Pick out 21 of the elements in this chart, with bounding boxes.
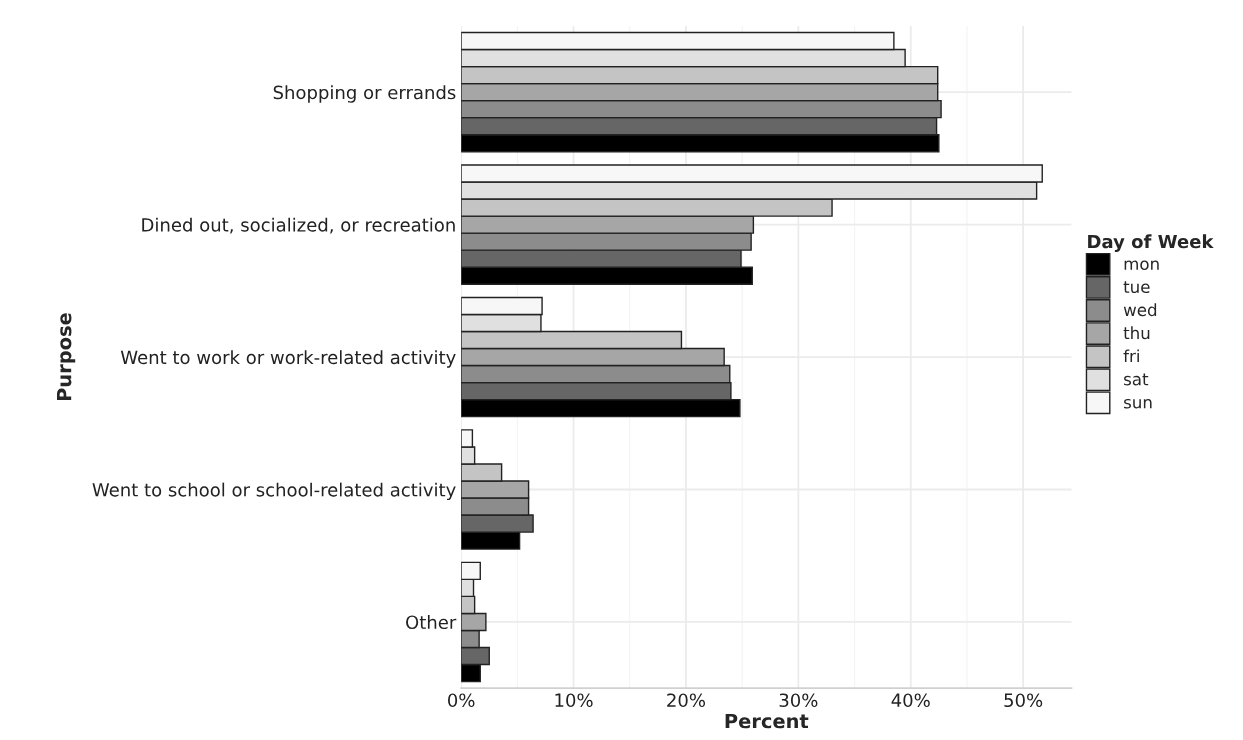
legend-label: fri [1123, 349, 1139, 363]
y-tick-label: Other [406, 615, 457, 630]
legend-label: sat [1124, 373, 1149, 386]
x-axis-title: Percent [725, 713, 809, 729]
x-tick-label: 10% [555, 693, 593, 708]
y-tick-label: Went to school or school-related activity [92, 482, 456, 501]
legend-label: thu [1123, 326, 1150, 340]
legend-label: tue [1123, 281, 1150, 294]
y-tick-label: Shopping or errands [273, 85, 456, 103]
x-tick-label: 40% [891, 693, 930, 708]
legend-title: Day of Week [1088, 234, 1214, 252]
legend-label: wed [1123, 303, 1157, 317]
y-tick-label: Dined out, socialized, or recreation [142, 217, 455, 234]
legend-label: mon [1124, 260, 1159, 271]
x-tick-label: 50% [1004, 693, 1043, 708]
x-tick-label: 30% [779, 693, 818, 708]
x-tick-label: 20% [667, 693, 706, 708]
legend-label: sun [1124, 398, 1152, 409]
y-axis-title: Purpose [56, 313, 76, 401]
y-tick-label: Went to work or work-related activity [120, 350, 456, 368]
x-tick-label: 0% [448, 693, 475, 708]
